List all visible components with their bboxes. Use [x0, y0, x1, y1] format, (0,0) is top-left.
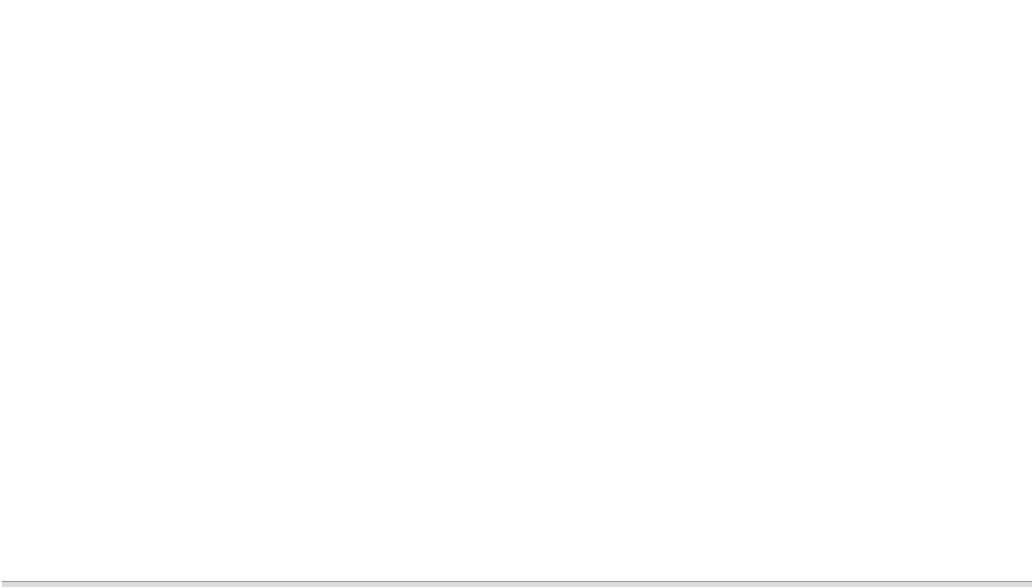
bottom-strip: [2, 581, 1032, 587]
